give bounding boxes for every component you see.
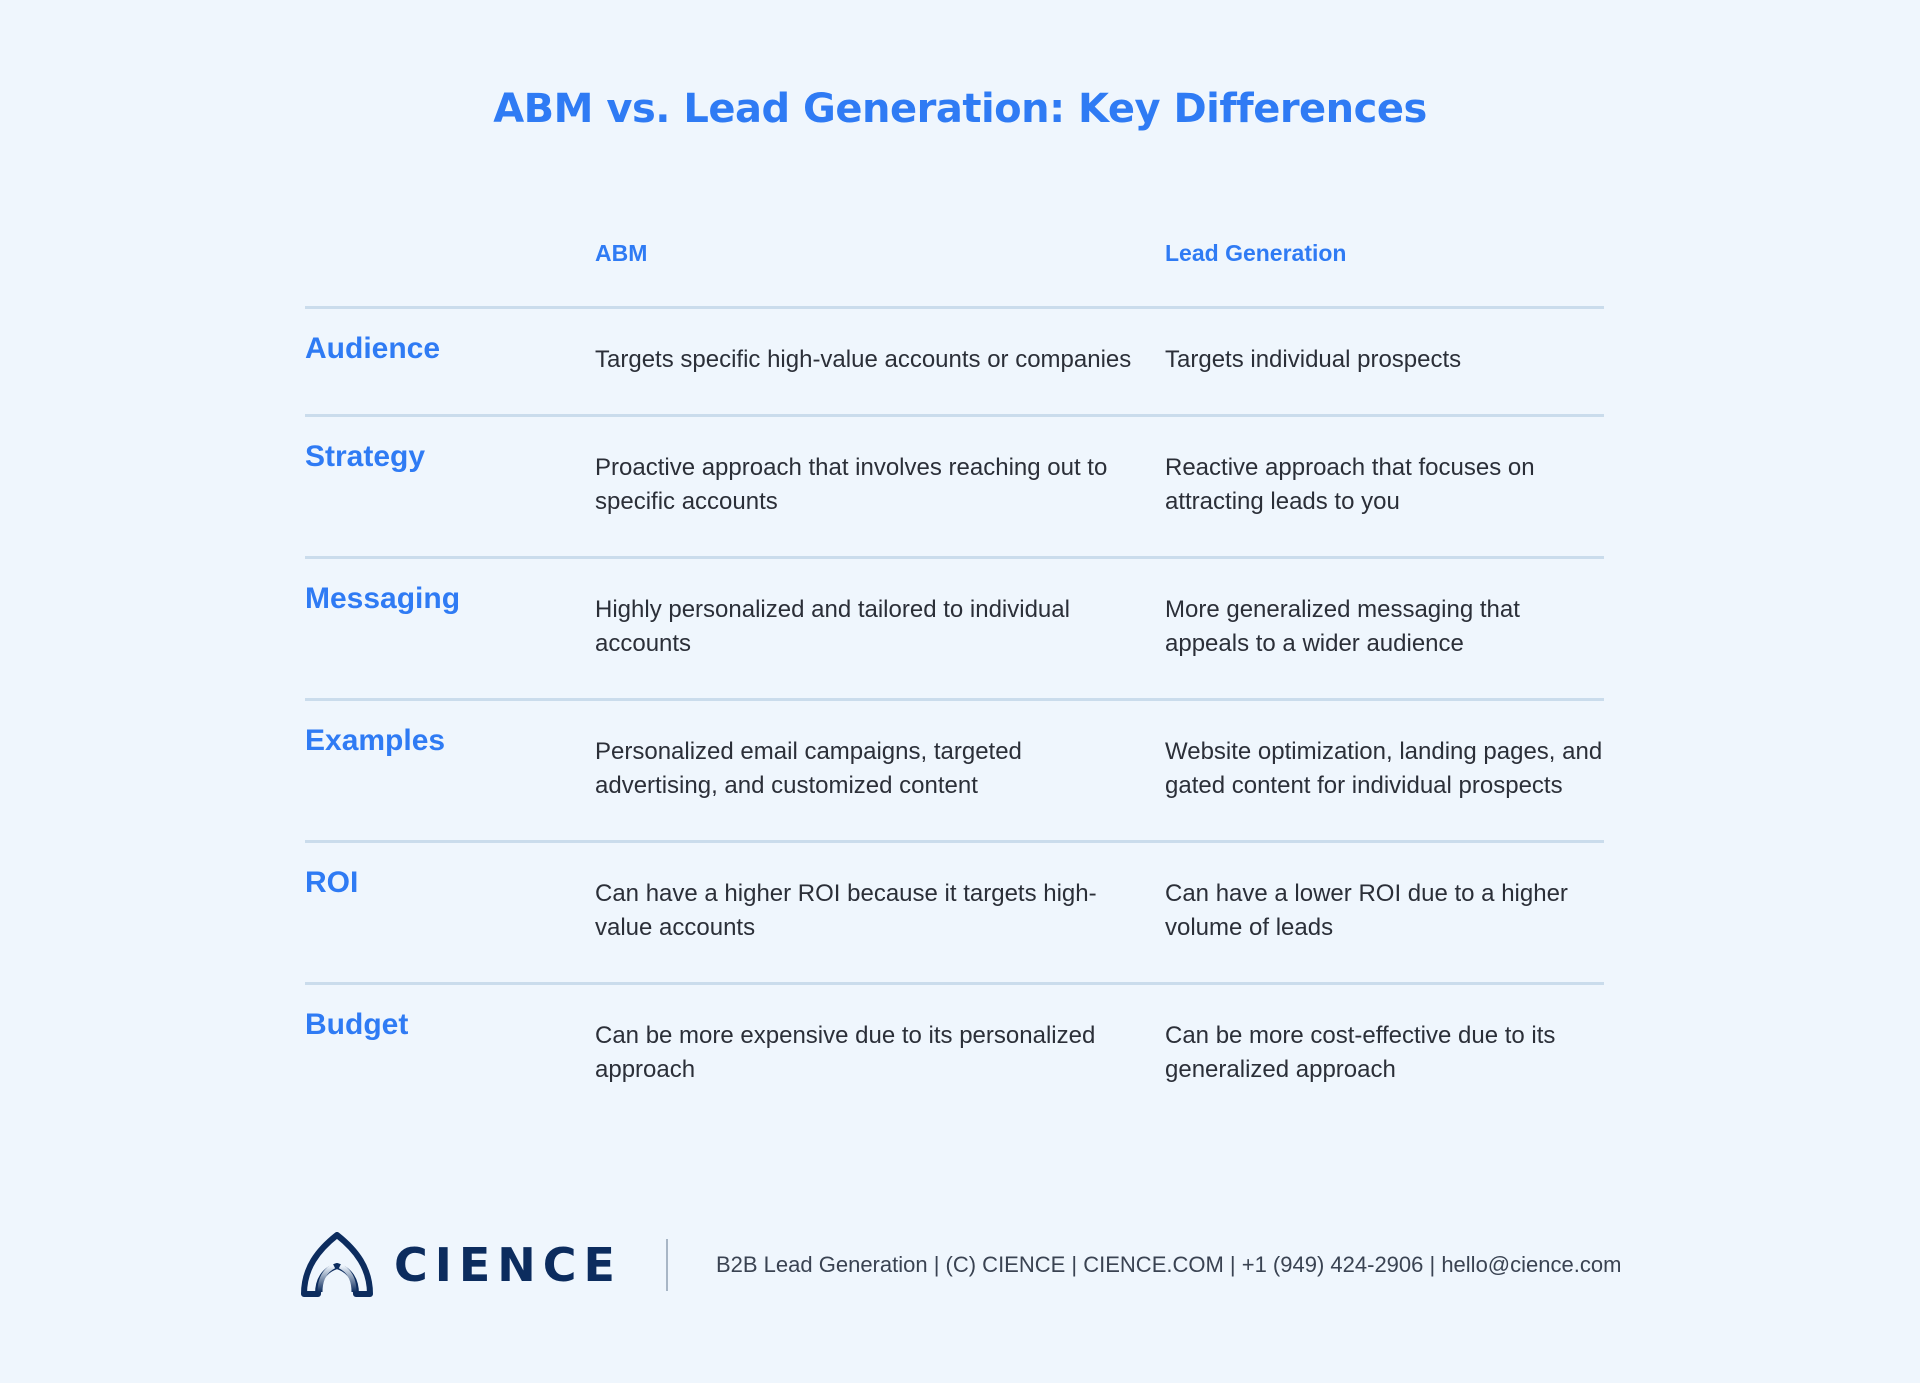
table-row: Audience Targets specific high-value acco… (305, 309, 1604, 417)
table-row: Examples Personalized email campaigns, ta… (305, 701, 1604, 843)
abm-cell: Personalized email campaigns, targeted a… (595, 738, 1022, 799)
table-row: Strategy Proactive approach that involves… (305, 417, 1604, 559)
page-title: ABM vs. Lead Generation: Key Differences (493, 86, 1427, 132)
row-label: Budget (305, 1008, 409, 1041)
row-label: ROI (305, 866, 359, 899)
comparison-table: ABM Lead Generation Audience Targets spec… (305, 230, 1604, 1124)
abm-cell: Proactive approach that involves reachin… (595, 454, 1108, 515)
table-row: ROI Can have a higher ROI because it targ… (305, 843, 1604, 985)
abm-cell: Targets specific high-value accounts or … (595, 346, 1132, 373)
abm-cell: Can have a higher ROI because it targets… (595, 880, 1097, 941)
table-header: ABM Lead Generation (305, 230, 1604, 309)
lead-generation-cell: More generalized messaging that appeals … (1165, 596, 1520, 657)
header-empty (305, 230, 595, 306)
table-row: Messaging Highly personalized and tailore… (305, 559, 1604, 701)
row-label: Audience (305, 332, 441, 365)
lead-generation-cell: Website optimization, landing pages, and… (1165, 738, 1603, 799)
lead-generation-cell: Can be more cost-effective due to its ge… (1165, 1022, 1556, 1083)
footer-text: B2B Lead Generation | (C) CIENCE | CIENC… (715, 1252, 1622, 1277)
lead-generation-cell: Can have a lower ROI due to a higher vol… (1165, 880, 1568, 941)
cience-logo-text: CIENCE (394, 1238, 622, 1292)
abm-cell: Can be more expensive due to its persona… (595, 1022, 1096, 1083)
row-label: Examples (305, 724, 446, 757)
lead-generation-cell: Targets individual prospects (1165, 346, 1462, 373)
cience-logo-icon (301, 1232, 373, 1297)
row-label: Strategy (305, 440, 426, 473)
table-row: Budget Can be more expensive due to its p… (305, 985, 1604, 1124)
header-abm: ABM (595, 240, 648, 266)
footer: CIENCE B2B Lead Generation | (C) CIENCE … (300, 1230, 1621, 1300)
row-label: Messaging (305, 582, 461, 615)
footer-divider (665, 1239, 668, 1291)
lead-generation-cell: Reactive approach that focuses on attrac… (1165, 454, 1535, 515)
abm-cell: Highly personalized and tailored to indi… (595, 596, 1070, 657)
header-lead-generation: Lead Generation (1165, 240, 1347, 266)
